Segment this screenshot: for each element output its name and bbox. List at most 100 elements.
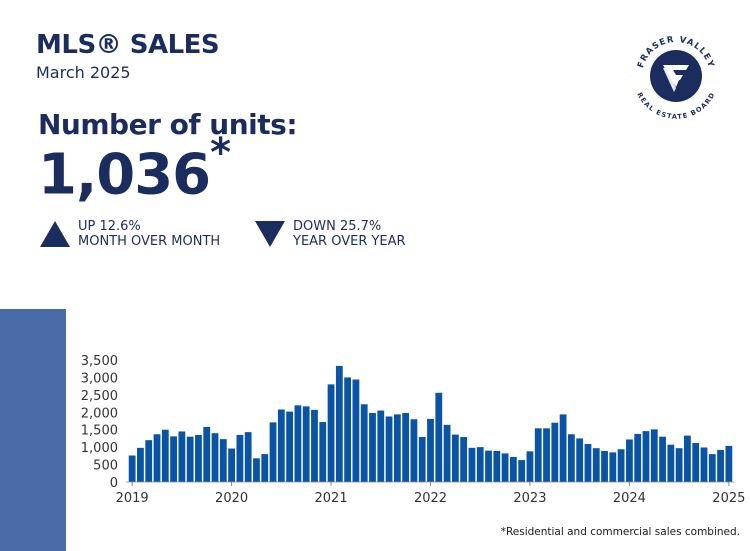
- bar: [667, 444, 675, 482]
- stat-year-over-year: DOWN 25.7% YEAR OVER YEAR: [255, 219, 406, 249]
- units-value-group: 1,036*: [38, 130, 231, 208]
- y-tick-label: 1,000: [81, 441, 118, 456]
- bar: [493, 450, 501, 482]
- bar: [377, 410, 385, 482]
- bar: [584, 444, 592, 482]
- y-tick-label: 1,500: [81, 424, 118, 439]
- x-axis: 2019 2020 2021 2022 2023 2024 2025: [116, 482, 745, 506]
- bar: [659, 436, 666, 482]
- bar: [236, 434, 244, 482]
- bar: [592, 448, 600, 482]
- bar: [319, 422, 327, 482]
- bar: [559, 414, 567, 482]
- bar: [402, 412, 410, 482]
- bar: [161, 429, 169, 482]
- units-value: 1,036: [38, 142, 211, 208]
- bar: [269, 422, 277, 482]
- bar: [435, 392, 443, 482]
- bar: [277, 409, 285, 482]
- bar: [551, 422, 559, 482]
- x-tick-label: 2023: [513, 491, 546, 506]
- bar: [219, 439, 227, 482]
- bar: [418, 437, 426, 482]
- bar: [360, 404, 368, 482]
- bar: [609, 452, 617, 482]
- y-tick-label: 0: [110, 476, 118, 491]
- bar: [253, 458, 260, 482]
- bar: [153, 434, 161, 482]
- bar: [393, 414, 401, 482]
- bar: [145, 440, 153, 482]
- bar: [137, 447, 144, 482]
- bar: [286, 411, 294, 482]
- bar: [518, 460, 526, 482]
- x-tick-label: 2025: [712, 491, 745, 506]
- x-tick-label: 2022: [414, 491, 447, 506]
- bars: [128, 365, 733, 482]
- bar: [476, 447, 484, 482]
- bar: [195, 434, 202, 482]
- fv-emblem-icon: [663, 65, 689, 92]
- bar: [717, 449, 724, 482]
- y-tick-label: 2,500: [81, 389, 118, 404]
- bar: [567, 434, 575, 482]
- bar: [311, 409, 318, 482]
- fraser-valley-logo: FRASER VALLEY REAL ESTATE BOARD: [635, 35, 716, 121]
- bar: [451, 434, 459, 482]
- bar: [543, 428, 550, 482]
- y-tick-label: 2,000: [81, 406, 118, 421]
- bar: [485, 450, 492, 482]
- footnote: *Residential and commercial sales combin…: [500, 526, 740, 538]
- bar: [526, 451, 534, 482]
- bar: [617, 449, 625, 482]
- bar: [725, 445, 733, 482]
- bar: [211, 433, 219, 482]
- bar: [261, 454, 269, 482]
- page-title: MLS® SALES: [36, 30, 220, 60]
- units-label: Number of units:: [38, 108, 298, 141]
- bar: [352, 379, 360, 482]
- bar: [170, 436, 177, 482]
- bar: [302, 406, 310, 482]
- stat-yoy-label: YEAR OVER YEAR: [293, 234, 406, 249]
- x-tick-label: 2019: [116, 491, 149, 506]
- bar: [178, 431, 186, 482]
- x-tick-label: 2021: [315, 491, 348, 506]
- bar: [642, 431, 650, 482]
- bar: [344, 377, 352, 482]
- page-subtitle: March 2025: [36, 63, 131, 82]
- bar: [228, 448, 235, 482]
- left-accent-band: [0, 309, 66, 551]
- x-tick-label: 2020: [215, 491, 248, 506]
- y-tick-label: 3,000: [81, 371, 118, 386]
- bar: [203, 426, 211, 482]
- bar: [601, 450, 608, 482]
- bar: [443, 424, 451, 482]
- bar: [460, 437, 468, 482]
- bar: [335, 365, 343, 482]
- bar: [650, 429, 658, 482]
- bar: [385, 416, 393, 482]
- bar: [369, 412, 376, 482]
- bar: [626, 439, 633, 482]
- stat-mom-change: UP 12.6%: [78, 219, 141, 234]
- bar: [576, 438, 584, 482]
- x-tick-label: 2024: [613, 491, 646, 506]
- bar: [700, 447, 708, 482]
- y-tick-label: 500: [93, 459, 118, 474]
- units-asterisk: *: [210, 130, 231, 176]
- bar: [534, 428, 542, 482]
- y-tick-label: 3,500: [81, 354, 118, 369]
- bar: [427, 418, 434, 482]
- arrow-down-icon: [255, 221, 285, 247]
- y-axis: 0 500 1,000 1,500 2,000 2,500 3,000 3,500: [81, 354, 118, 491]
- bar: [634, 433, 642, 482]
- bar: [675, 448, 683, 482]
- bar: [410, 419, 418, 482]
- bar: [294, 405, 302, 482]
- bar: [509, 456, 517, 482]
- bar: [244, 432, 252, 482]
- bar: [128, 455, 136, 482]
- stat-mom-label: MONTH OVER MONTH: [78, 234, 221, 249]
- bar: [708, 454, 716, 482]
